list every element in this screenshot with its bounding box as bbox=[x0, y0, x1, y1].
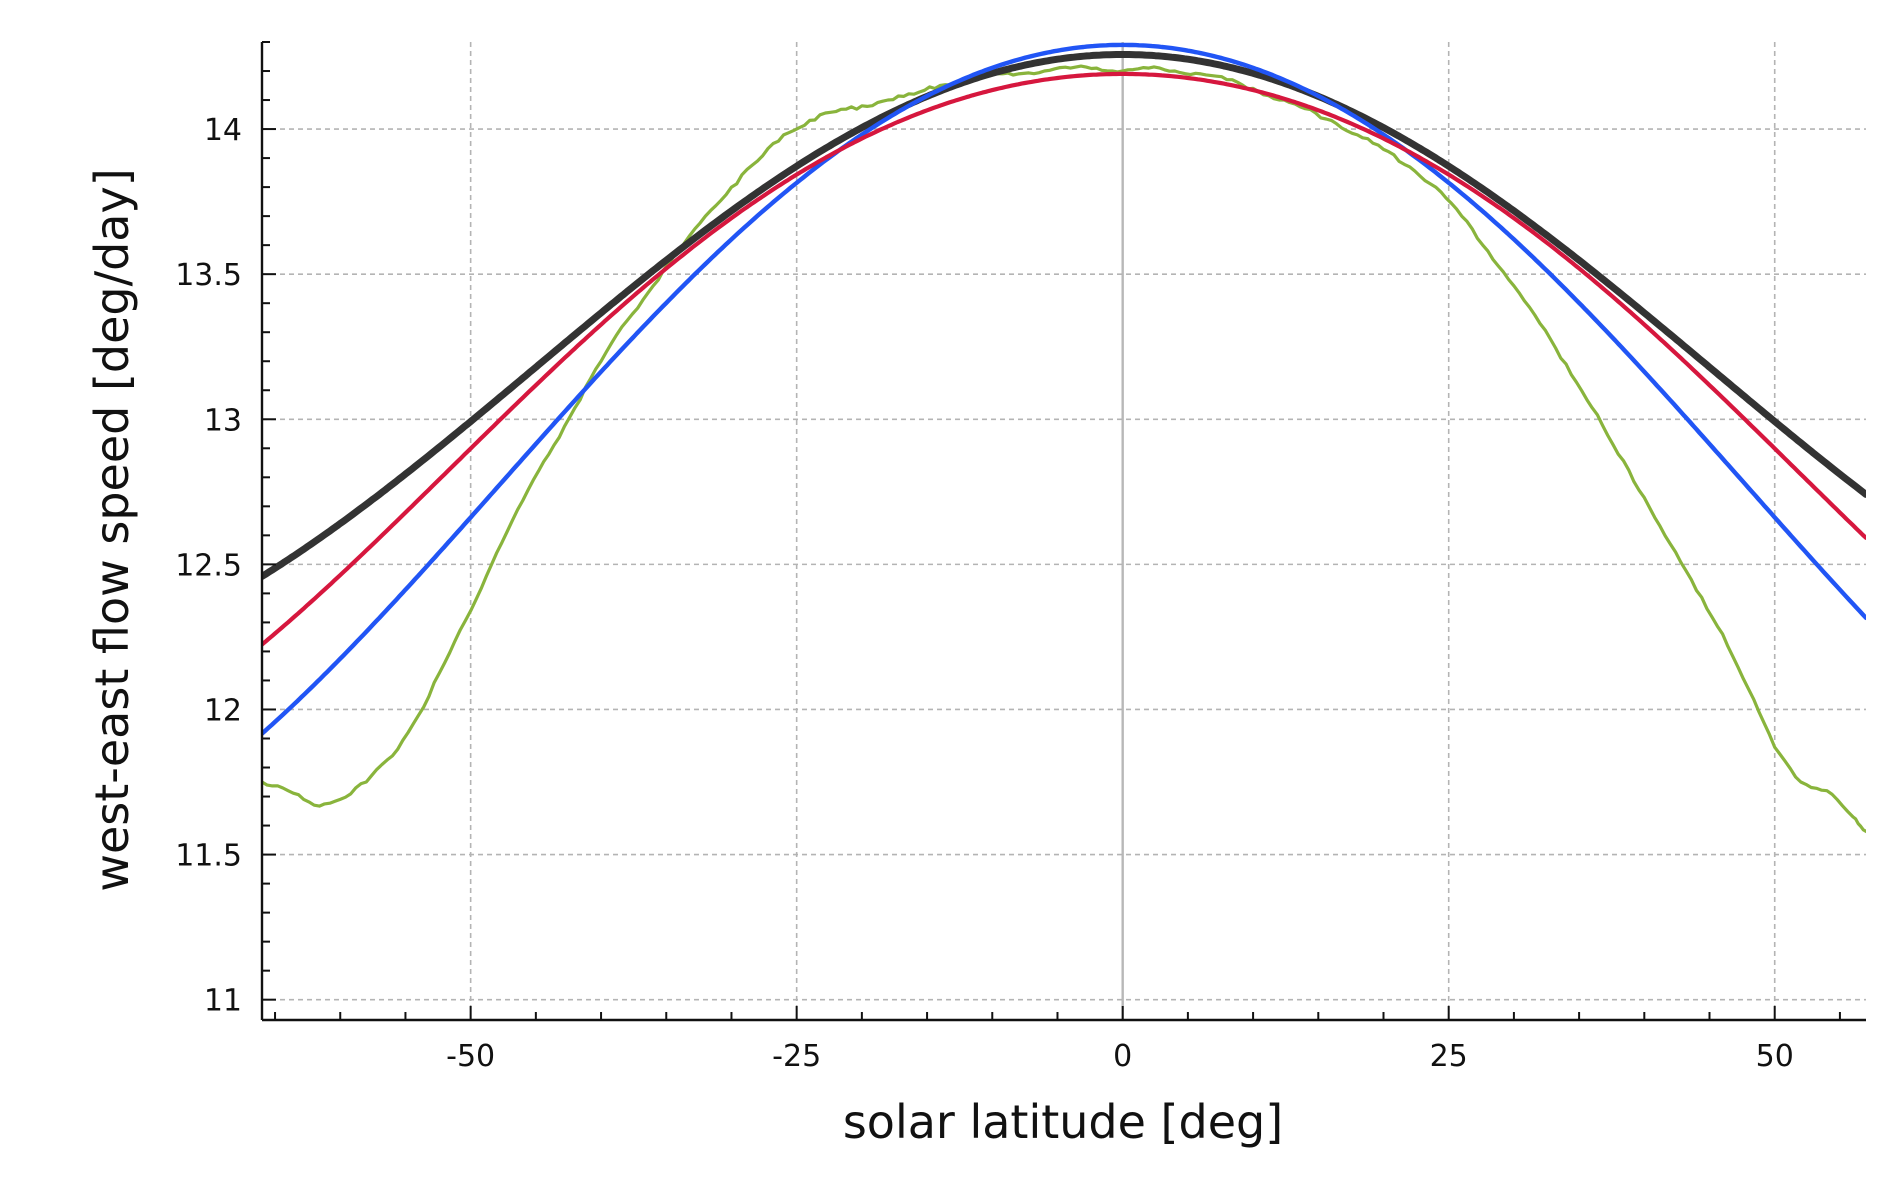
x-tick-label: -25 bbox=[772, 1039, 821, 1074]
y-tick-label: 11.5 bbox=[175, 839, 242, 874]
x-tick-label: -50 bbox=[446, 1039, 495, 1074]
series-line-2 bbox=[262, 51, 1866, 580]
y-axis-title: west-east flow speed [deg/day] bbox=[85, 168, 139, 891]
y-tick-label: 13 bbox=[204, 403, 242, 438]
series-line-3 bbox=[262, 42, 1866, 736]
axes bbox=[260, 41, 1866, 1022]
y-tick-label: 12.5 bbox=[175, 548, 242, 583]
y-tick-label: 14 bbox=[204, 113, 242, 148]
x-tick-label: 50 bbox=[1756, 1039, 1794, 1074]
grid bbox=[262, 42, 1866, 1020]
y-tick-label: 13.5 bbox=[175, 258, 242, 293]
series-line-4 bbox=[262, 71, 1866, 647]
x-tick-label: 25 bbox=[1430, 1039, 1468, 1074]
y-tick-label: 11 bbox=[204, 984, 242, 1019]
series-line-1 bbox=[262, 64, 1866, 833]
x-tick-label: 0 bbox=[1113, 1039, 1132, 1074]
y-tick-label: 12 bbox=[204, 693, 242, 728]
series-layer bbox=[262, 42, 1866, 833]
x-axis-title: solar latitude [deg] bbox=[843, 1095, 1283, 1149]
tick-labels: -50 -25 0 25 50 11 11.5 12 12.5 13 13.5 14 bbox=[175, 113, 1794, 1074]
